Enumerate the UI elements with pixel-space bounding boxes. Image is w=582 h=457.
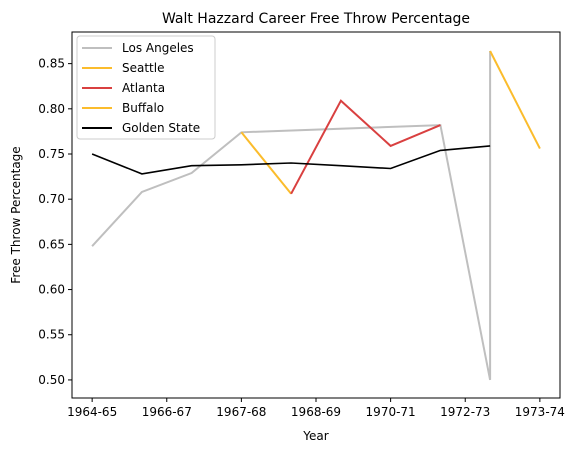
y-axis: 0.50 0.55 0.60 0.65 0.70 0.75 0.80 0.85 <box>38 57 72 387</box>
x-tick-label: 1970-71 <box>366 405 416 419</box>
y-tick-label: 0.65 <box>38 237 65 251</box>
y-tick-label: 0.75 <box>38 147 65 161</box>
series-line-golden-state <box>91 145 491 175</box>
legend-label-buffalo: Buffalo <box>122 101 164 115</box>
x-tick-label: 1967-68 <box>216 405 266 419</box>
x-axis-label: Year <box>302 429 328 443</box>
legend-label-golden-state: Golden State <box>122 121 200 135</box>
y-tick-label: 0.60 <box>38 283 65 297</box>
x-tick-label: 1968-69 <box>291 405 341 419</box>
y-tick-label: 0.80 <box>38 102 65 116</box>
chart-title: Walt Hazzard Career Free Throw Percentag… <box>162 11 470 27</box>
x-axis: 1964-65 1966-67 1967-68 1968-69 1970-71 1972-… <box>67 398 565 419</box>
legend-label-los-angeles: Los Angeles <box>122 41 194 55</box>
x-tick-label: 1973-74 <box>515 405 565 419</box>
series-line-atlanta <box>290 99 441 195</box>
y-tick-label: 0.70 <box>38 192 65 206</box>
y-axis-label: Free Throw Percentage <box>9 146 23 283</box>
legend-box <box>76 35 216 140</box>
x-tick-label: 1966-67 <box>142 405 192 419</box>
legend-label-seattle: Seattle <box>122 61 164 75</box>
series-line-buffalo <box>489 50 541 150</box>
y-tick-label: 0.50 <box>38 373 65 387</box>
y-tick-label: 0.55 <box>38 328 65 342</box>
legend: Los Angeles Seattle Atlanta Buffalo Golden S… <box>76 35 216 140</box>
x-tick-label: 1964-65 <box>67 405 117 419</box>
plot-lines <box>91 50 541 381</box>
series-line-seattle <box>240 131 292 195</box>
x-tick-label: 1972-73 <box>440 405 490 419</box>
legend-label-atlanta: Atlanta <box>122 81 165 95</box>
y-tick-label: 0.85 <box>38 57 65 71</box>
